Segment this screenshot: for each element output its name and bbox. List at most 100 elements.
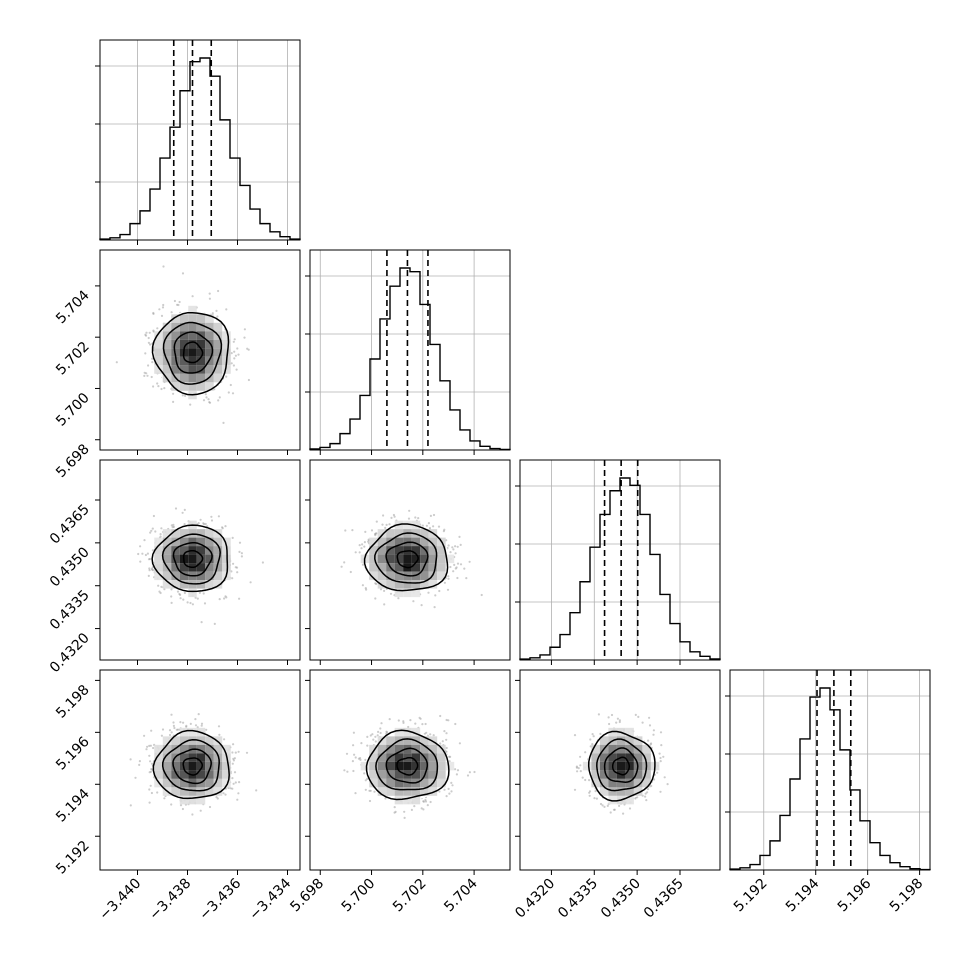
sample-point: [448, 792, 451, 795]
density-cell: [394, 787, 404, 796]
density-cell: [377, 546, 387, 555]
sample-point: [146, 552, 149, 555]
density-cell: [154, 348, 163, 357]
sample-point: [232, 340, 235, 343]
density-panel: [95, 669, 301, 875]
density-cell: [179, 753, 189, 762]
density-cell: [369, 770, 378, 779]
sample-point: [473, 770, 476, 774]
sample-point: [402, 720, 405, 723]
sample-point: [148, 567, 151, 570]
density-cell: [386, 778, 395, 788]
density-cell: [179, 727, 189, 737]
sample-point: [232, 757, 235, 761]
sample-point: [363, 541, 366, 544]
sample-point: [343, 769, 346, 772]
density-cell: [196, 770, 206, 779]
density-cell: [394, 770, 404, 779]
sample-point: [172, 721, 175, 724]
density-cell: [213, 563, 223, 572]
sample-point: [179, 593, 182, 597]
density-cell: [171, 778, 180, 788]
sample-point: [386, 731, 389, 734]
sample-point: [152, 385, 155, 388]
sample-point: [227, 786, 230, 790]
sample-point: [480, 593, 483, 597]
sample-point: [456, 562, 460, 565]
sample-point: [429, 733, 432, 736]
sample-point: [181, 272, 185, 275]
panel-frame: [309, 669, 511, 871]
sample-point: [445, 795, 448, 798]
sample-point: [240, 552, 243, 555]
sample-point: [354, 551, 357, 554]
sample-point: [171, 526, 174, 529]
density-cell: [179, 744, 189, 754]
density-cell: [437, 778, 446, 788]
sample-point: [421, 524, 424, 527]
sample-point: [434, 594, 437, 597]
density-cell: [188, 331, 197, 340]
sample-point: [148, 744, 151, 748]
density-cell: [437, 753, 446, 762]
sample-point: [152, 311, 155, 315]
density-cell: [403, 727, 412, 737]
sample-point: [231, 762, 234, 765]
sample-point: [363, 772, 366, 775]
density-cell: [369, 778, 378, 788]
sample-point: [382, 514, 385, 517]
density-cell: [188, 787, 197, 796]
sample-point: [194, 724, 198, 727]
density-cell: [222, 537, 231, 547]
sample-point: [222, 792, 225, 795]
density-cell: [386, 770, 395, 779]
sample-point: [238, 541, 242, 544]
density-cell: [171, 382, 180, 391]
sample-point: [363, 545, 366, 548]
density-cell: [394, 563, 404, 572]
sample-point: [205, 396, 208, 399]
density-cell: [196, 546, 206, 555]
sample-point: [243, 328, 246, 331]
sample-point: [353, 753, 356, 756]
density-cell: [420, 787, 429, 796]
contour-line: [363, 523, 449, 592]
sample-point: [374, 735, 377, 738]
sample-point: [160, 314, 164, 317]
sample-point: [202, 592, 205, 595]
contour-line: [161, 533, 221, 585]
sample-point: [389, 592, 393, 595]
density-cell: [188, 339, 197, 349]
sample-point: [240, 555, 243, 558]
density-cell: [437, 761, 446, 771]
sample-point: [414, 516, 417, 519]
sample-point: [173, 299, 176, 303]
sample-point: [170, 588, 173, 591]
sample-point: [162, 265, 165, 268]
sample-point: [445, 718, 448, 722]
density-cell: [420, 537, 429, 547]
sample-point: [468, 560, 471, 563]
density-cell: [411, 795, 421, 805]
sample-point: [410, 808, 413, 812]
density-cell: [369, 753, 378, 762]
density-cell: [196, 365, 206, 374]
sample-point: [449, 565, 452, 569]
sample-point: [179, 597, 182, 600]
sample-point: [145, 748, 148, 751]
density-cell: [222, 761, 231, 771]
sample-point: [368, 789, 371, 792]
sample-point: [449, 755, 452, 759]
sample-point: [249, 581, 252, 584]
sample-point: [196, 726, 199, 729]
sample-point: [160, 585, 163, 589]
density-cell: [171, 554, 180, 564]
sample-point: [225, 375, 228, 378]
sample-point: [144, 352, 147, 355]
sample-point: [197, 522, 200, 525]
sample-point: [231, 751, 234, 754]
density-cell: [403, 736, 412, 745]
sample-point: [233, 350, 236, 353]
density-cell: [428, 563, 438, 572]
